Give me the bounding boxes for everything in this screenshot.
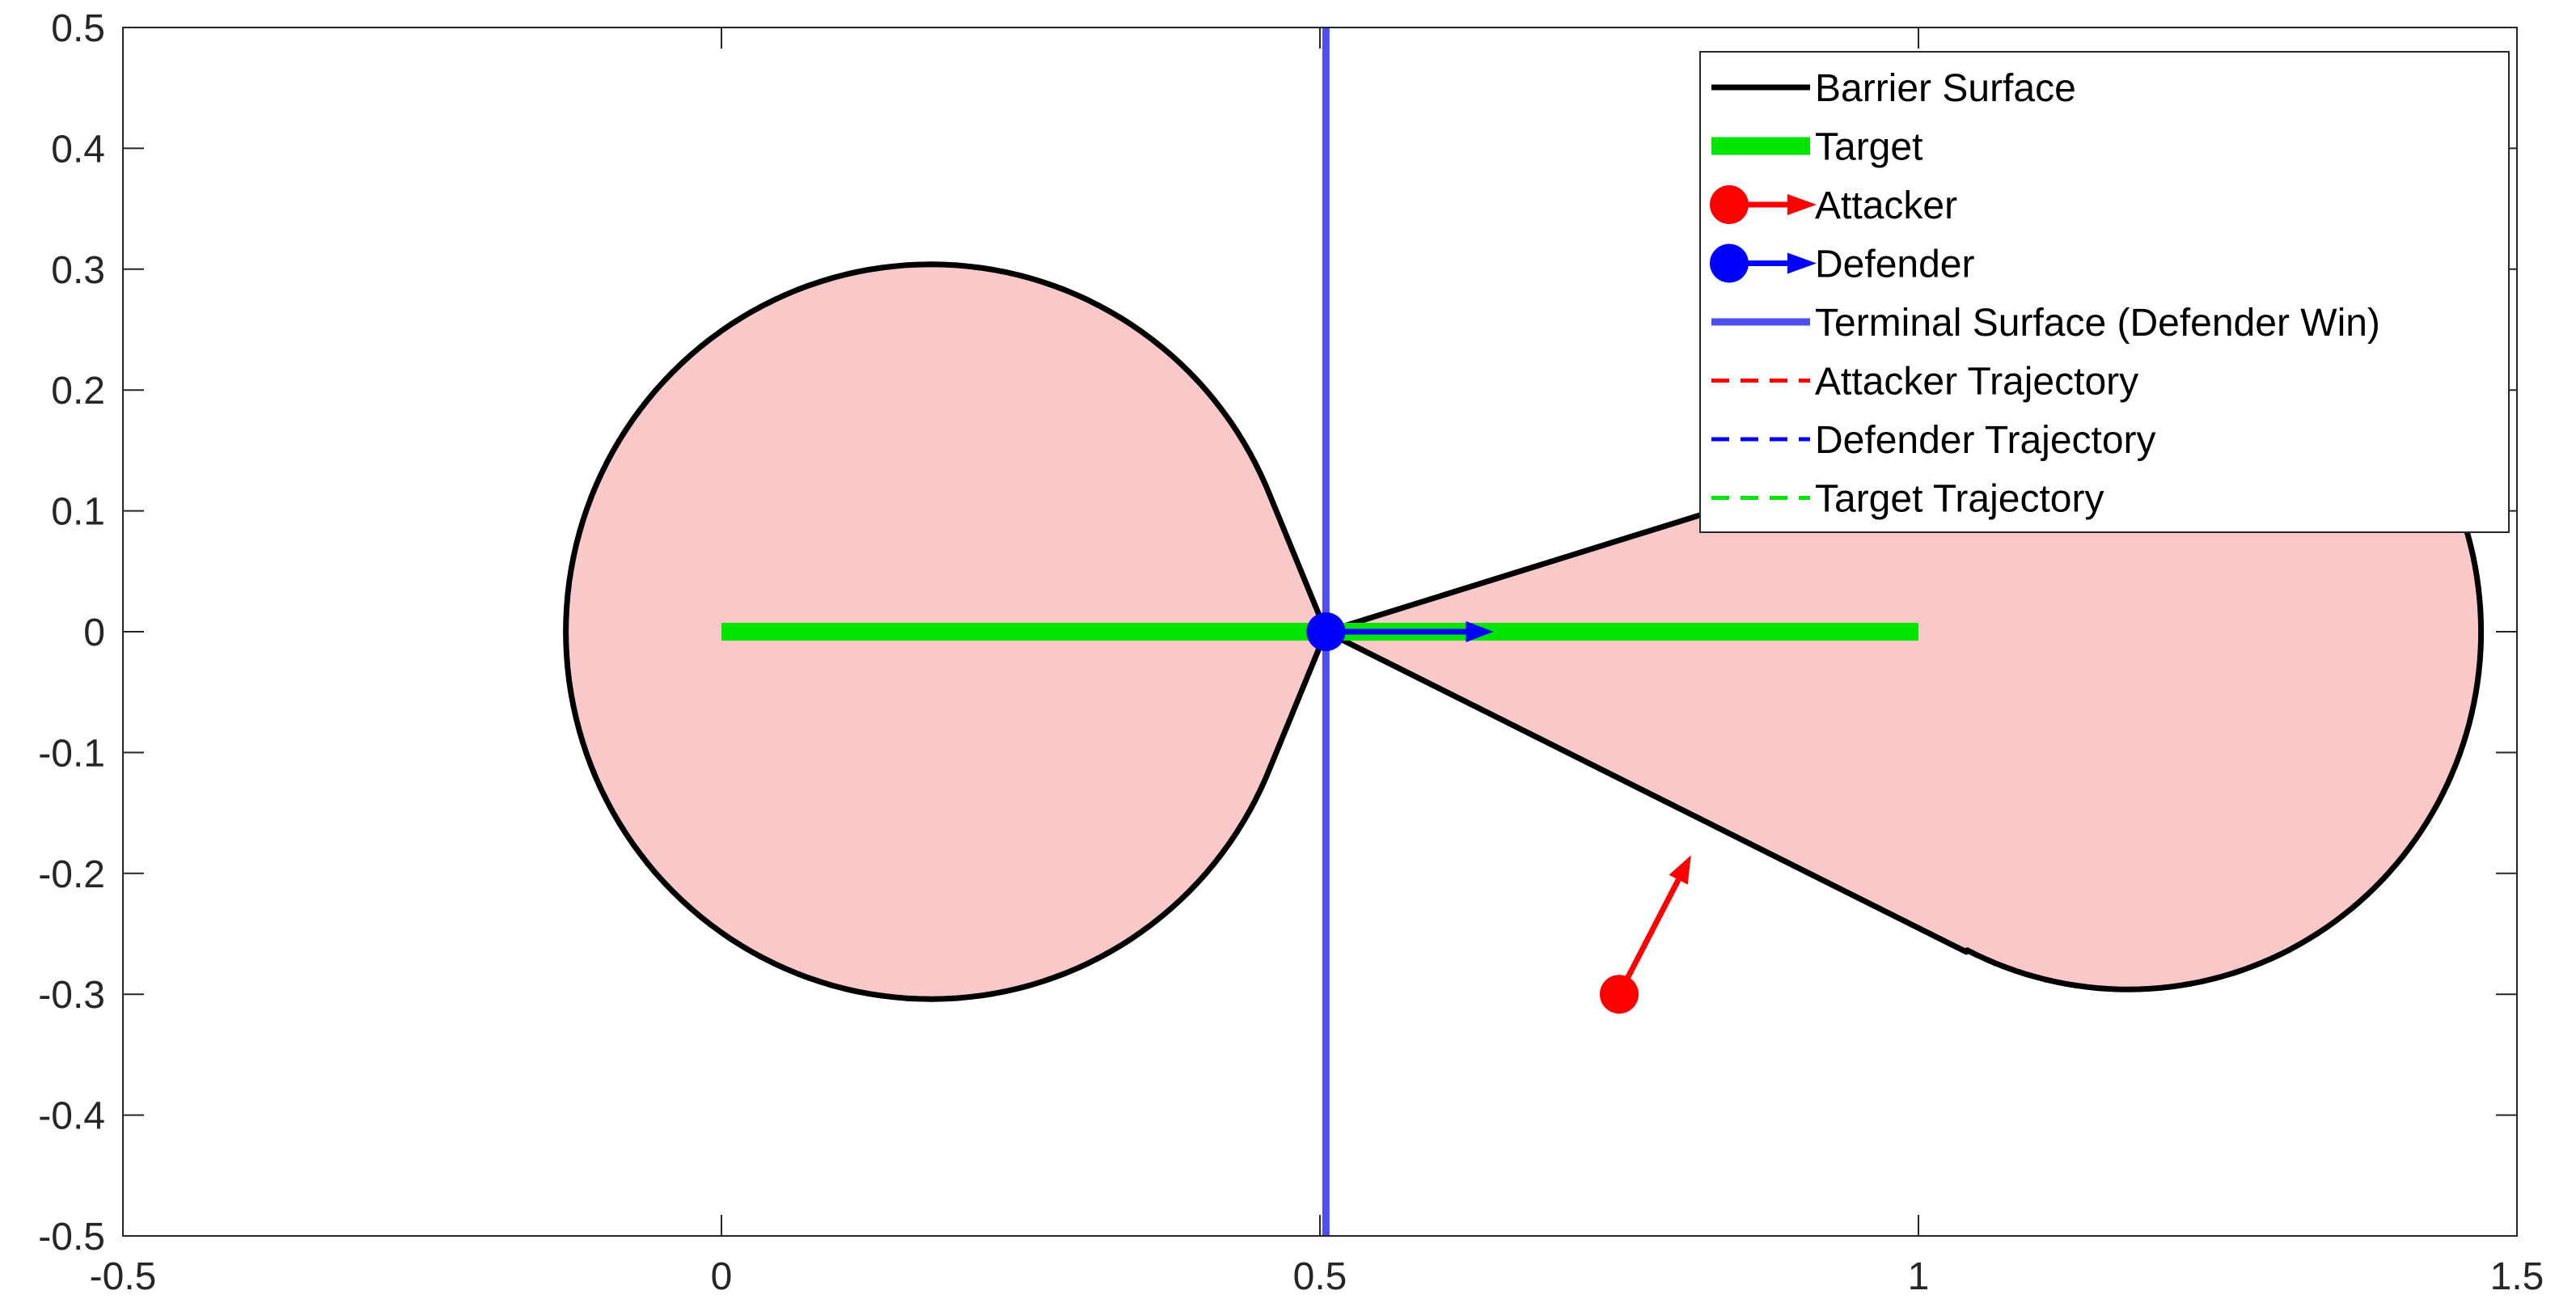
ticks-layer: -0.5 0 0.5 1 1.5 0.5 0.4 0.3 0.2 0.1 0 -0.1 -0.2 -0.3… [38, 7, 2544, 1298]
legend-entry-target: Target [1711, 126, 1922, 169]
attacker-velocity-arrow-shaft [1616, 878, 1681, 996]
attacker-marker [1600, 975, 1639, 1014]
y-tick-label: -0.5 [38, 1216, 105, 1259]
legend-entry-attacker: Attacker [1710, 184, 1957, 227]
legend-entry-barrier-surface: Barrier Surface [1711, 67, 2076, 110]
y-tick-label: -0.1 [38, 732, 105, 775]
legend-label: Target Trajectory [1815, 478, 2104, 521]
y-tick-label: -0.3 [38, 974, 105, 1017]
legend: Barrier Surface Target Attacker Defender Ter… [1699, 51, 2510, 533]
defender-velocity-arrow-head [1466, 621, 1494, 642]
legend-swatch-head [1787, 252, 1817, 274]
x-tick-label: 1.5 [2490, 1255, 2544, 1298]
legend-entry-terminal-surface: Terminal Surface (Defender Win) [1711, 302, 2380, 345]
x-tick-label: 0.5 [1293, 1255, 1347, 1298]
legend-swatch-head [1787, 194, 1817, 215]
legend-label: Target [1815, 126, 1922, 169]
y-tick-label: -0.2 [38, 853, 105, 896]
y-tick-label: 0.4 [51, 128, 105, 171]
y-tick-label: 0.3 [51, 249, 105, 292]
legend-entry-attacker-trajectory: Attacker Trajectory [1711, 361, 2138, 404]
y-tick-label: 0.2 [51, 370, 105, 413]
y-tick-label: 0 [83, 611, 105, 654]
legend-box [1699, 51, 2510, 533]
attacker-velocity-arrow-head [1669, 855, 1691, 885]
legend-label: Attacker [1815, 184, 1957, 227]
legend-swatch-marker [1710, 185, 1749, 224]
legend-entry-defender: Defender [1710, 243, 1974, 286]
legend-entry-target-trajectory: Target Trajectory [1711, 478, 2104, 521]
legend-swatch-marker [1710, 243, 1749, 283]
y-tick-label: 0.5 [51, 7, 105, 50]
legend-entry-defender-trajectory: Defender Trajectory [1711, 419, 2156, 462]
legend-label: Barrier Surface [1815, 67, 2076, 110]
legend-label: Attacker Trajectory [1815, 361, 2138, 404]
y-tick-label: -0.4 [38, 1095, 105, 1138]
x-tick-label: -0.5 [90, 1255, 157, 1298]
x-tick-label: 1 [1908, 1255, 1930, 1298]
legend-label: Terminal Surface (Defender Win) [1815, 302, 2380, 345]
legend-label: Defender Trajectory [1815, 419, 2156, 462]
legend-label: Defender [1815, 243, 1974, 286]
x-tick-label: 0 [711, 1255, 733, 1298]
defender-marker [1306, 612, 1346, 651]
y-tick-label: 0.1 [51, 491, 105, 534]
